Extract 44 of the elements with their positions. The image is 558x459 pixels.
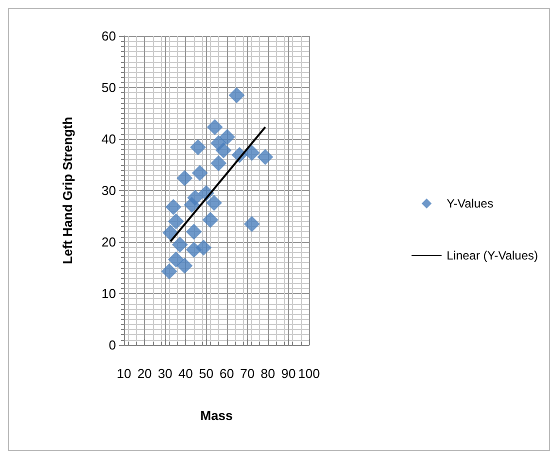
legend-label: Linear (Y-Values) <box>446 248 538 262</box>
x-tick-label: 30 <box>158 366 172 381</box>
point <box>257 149 274 166</box>
point <box>186 242 202 258</box>
x-axis-title: Mass <box>200 408 233 423</box>
legend-label: Y-Values <box>446 196 494 210</box>
point <box>202 212 218 228</box>
x-tick-label: 70 <box>240 366 255 381</box>
y-tick-label: 40 <box>102 132 116 146</box>
x-tick-label: 20 <box>137 366 152 381</box>
point <box>219 128 236 145</box>
x-tick-label: 50 <box>198 366 214 381</box>
point <box>186 224 202 240</box>
x-tick-label: 100 <box>298 366 320 381</box>
point <box>168 252 184 268</box>
y-tick-label: 10 <box>102 286 116 301</box>
point <box>244 144 260 161</box>
y-tick-label: 50 <box>102 80 116 95</box>
point <box>190 139 206 156</box>
point <box>176 258 193 274</box>
point <box>206 119 223 136</box>
point <box>162 224 178 241</box>
x-tick-label: 10 <box>116 366 132 381</box>
point <box>244 216 260 232</box>
y-tick-label: 20 <box>102 234 116 250</box>
x-tick-label: 90 <box>281 366 296 381</box>
x-tick-label: 80 <box>260 366 276 381</box>
point <box>176 170 193 186</box>
point <box>172 236 188 253</box>
point <box>168 213 184 230</box>
point <box>161 263 178 280</box>
point <box>206 194 222 211</box>
x-tick-label: 60 <box>220 366 234 381</box>
y-tick-label: 60 <box>102 28 116 44</box>
point <box>192 164 208 181</box>
point <box>215 142 232 158</box>
point <box>165 198 182 215</box>
point <box>228 87 245 104</box>
y-axis-title: Left Hand Grip Strength <box>60 116 75 264</box>
point <box>210 155 227 172</box>
y-tick-label: 30 <box>102 183 116 198</box>
y-tick-label: 0 <box>108 338 116 352</box>
x-tick-label: 40 <box>178 366 193 381</box>
point <box>184 196 200 213</box>
